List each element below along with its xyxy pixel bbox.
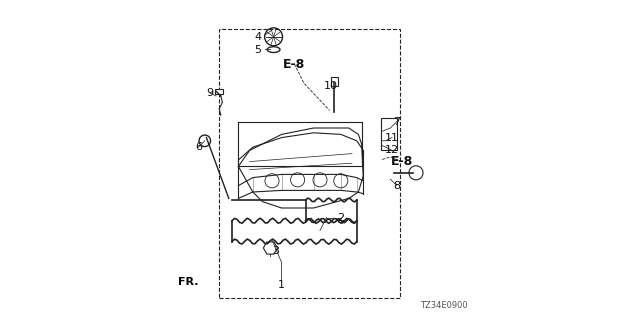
- FancyBboxPatch shape: [332, 77, 338, 86]
- Text: 5: 5: [254, 44, 261, 55]
- Text: 2: 2: [337, 212, 344, 223]
- Text: 3: 3: [272, 246, 278, 256]
- Text: 8: 8: [393, 180, 401, 191]
- Text: 1: 1: [278, 280, 285, 290]
- FancyBboxPatch shape: [381, 118, 397, 150]
- Text: 11: 11: [385, 132, 399, 143]
- Text: 4: 4: [254, 32, 261, 42]
- Text: E-8: E-8: [390, 155, 413, 168]
- Text: FR.: FR.: [178, 276, 198, 287]
- Text: 10: 10: [324, 81, 338, 92]
- Text: 7: 7: [393, 116, 401, 127]
- Text: TZ34E0900: TZ34E0900: [420, 301, 467, 310]
- Text: 9: 9: [206, 88, 213, 98]
- Text: E-8: E-8: [284, 58, 305, 70]
- Text: 6: 6: [195, 142, 202, 152]
- Text: 12: 12: [385, 145, 399, 156]
- FancyBboxPatch shape: [215, 89, 223, 94]
